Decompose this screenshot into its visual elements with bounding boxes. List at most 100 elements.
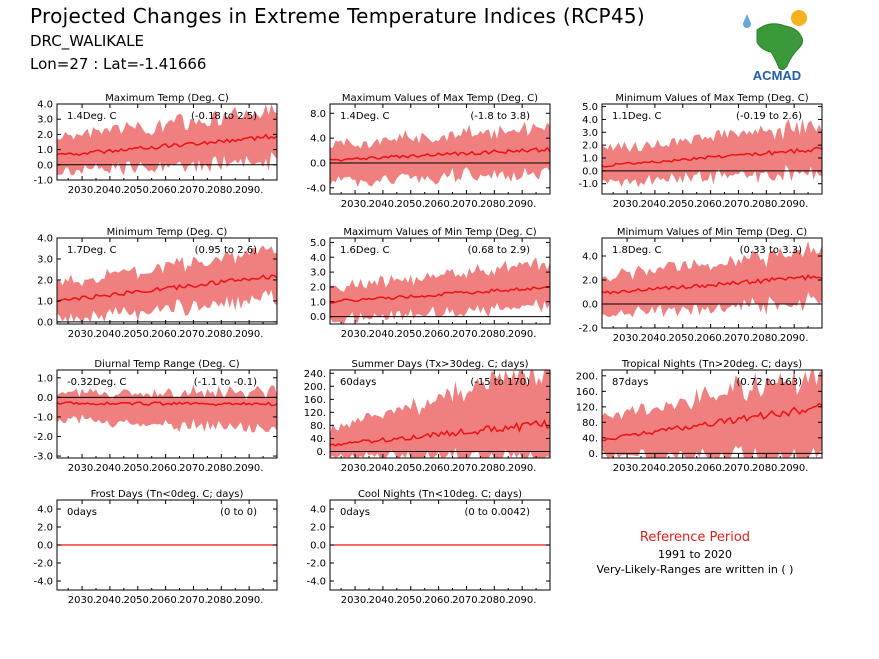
x-tick-label: 2050. (396, 595, 425, 606)
chart-panel-4: Maximum Values of Min Temp (Deg. C) 0.0 1.… (310, 227, 551, 340)
location-label: DRC_WALIKALE (30, 32, 144, 50)
chart-title: Maximum Values of Max Temp (Deg. C) (342, 93, 538, 104)
x-tick-label: 2090. (508, 595, 537, 606)
chart-title: Maximum Values of Min Temp (Deg. C) (343, 227, 536, 238)
chart-panel-2: Minimum Values of Max Temp (Deg. C) -1.0 0… (578, 93, 823, 210)
y-tick-label: 0.0 (37, 541, 53, 552)
y-tick-label: 0.0 (310, 312, 326, 323)
y-tick-label: 2.0 (37, 275, 53, 286)
chart-panel-3: Minimum Temp (Deg. C) 0.0 1.0 2.0 3.0 4.0 2030… (37, 227, 278, 340)
x-tick-label: 2060. (424, 329, 453, 340)
y-tick-label: 2.0 (310, 523, 326, 534)
mean-series-line (601, 146, 823, 168)
y-tick-label: 200. (304, 382, 326, 393)
mean-change-label: 1.6Deg. C (340, 245, 389, 256)
y-tick-label: 40. (582, 433, 598, 444)
x-tick-label: 2060. (151, 329, 180, 340)
x-tick-label: 2090. (235, 185, 264, 196)
chart-title: Minimum Temp (Deg. C) (107, 227, 228, 238)
chart-panel-7: Summer Days (Tx>30deg. C; days) 0. 40. 80. 1… (304, 359, 551, 474)
mean-series-line (56, 401, 278, 407)
chart-title: Maximum Temp (Deg. C) (105, 93, 229, 104)
mean-change-label: 1.4Deg. C (340, 111, 389, 122)
x-tick-label: 2070. (179, 185, 208, 196)
y-tick-label: 1.0 (310, 297, 326, 308)
x-tick-label: 2050. (123, 329, 152, 340)
y-tick-label: 0. (588, 449, 598, 460)
y-tick-label: 0. (316, 447, 326, 458)
y-tick-label: 3.0 (582, 128, 598, 139)
x-tick-label: 2060. (424, 463, 453, 474)
x-tick-label: 2060. (696, 463, 725, 474)
y-tick-label: -2.0 (33, 559, 53, 570)
y-tick-label: 80. (310, 421, 326, 432)
x-tick-label: 2090. (780, 333, 809, 344)
y-tick-label: -4.0 (306, 183, 326, 194)
plot-frame (56, 237, 278, 325)
x-tick-label: 2080. (480, 463, 509, 474)
reference-title: Reference Period (639, 530, 751, 545)
acmad-logo: ACMAD (743, 10, 807, 83)
x-tick-label: 2040. (369, 329, 398, 340)
chart-title: Summer Days (Tx>30deg. C; days) (351, 359, 528, 370)
y-tick-label: 0.0 (582, 166, 598, 177)
plot-frame (56, 103, 278, 181)
mean-change-label: 1.4Deg. C (67, 111, 116, 122)
y-tick-label: 0.0 (37, 393, 53, 404)
x-tick-label: 2050. (123, 463, 152, 474)
likely-range-label: (0 to 0.0042) (464, 507, 530, 518)
x-tick-label: 2070. (724, 333, 753, 344)
mean-change-label: 1.7Deg. C (67, 245, 116, 256)
x-tick-label: 2050. (123, 185, 152, 196)
x-tick-label: 2030. (68, 185, 97, 196)
chart-title: Tropical Nights (Tn>20deg. C; days) (621, 359, 802, 370)
x-tick-label: 2030. (341, 595, 370, 606)
likely-range-label: (-0.18 to 2.5) (191, 111, 257, 122)
mean-change-label: 1.8Deg. C (612, 245, 661, 256)
likely-range-label: (-1.8 to 3.8) (470, 111, 530, 122)
likely-range-band (330, 257, 550, 324)
mean-series-line (602, 402, 823, 442)
x-tick-label: 2080. (207, 463, 236, 474)
y-tick-label: 3.0 (37, 115, 53, 126)
y-tick-label: 2.0 (37, 130, 53, 141)
x-tick-label: 2080. (752, 199, 781, 210)
mean-series-line (329, 418, 551, 447)
x-tick-label: 2090. (508, 463, 537, 474)
x-tick-label: 2040. (96, 329, 125, 340)
plot-frame (329, 369, 551, 459)
chart-panel-6: Diurnal Temp Range (Deg. C) -3.0 -2.0 -1.0 0… (33, 359, 278, 474)
y-tick-label: -2.0 (306, 559, 326, 570)
x-tick-label: 2060. (151, 463, 180, 474)
y-tick-label: 4.0 (310, 253, 326, 264)
x-tick-label: 2030. (613, 199, 642, 210)
x-tick-label: 2060. (151, 595, 180, 606)
chart-panel-0: Maximum Temp (Deg. C) -1.0 0.0 1.0 2.0 3.0 4.0… (33, 93, 278, 196)
x-tick-label: 2090. (508, 329, 537, 340)
chart-title: Minimum Values of Max Temp (Deg. C) (615, 93, 808, 104)
x-tick-label: 2030. (613, 333, 642, 344)
x-tick-label: 2050. (668, 463, 697, 474)
x-tick-label: 2030. (613, 463, 642, 474)
x-tick-label: 2030. (68, 595, 97, 606)
mean-change-label: -0.32Deg. C (67, 377, 126, 388)
chart-panel-5: Minimum Values of Min Temp (Deg. C) -2.0 0… (578, 227, 823, 344)
likely-range-label: (-1.1 to -0.1) (194, 377, 257, 388)
y-tick-label: 2.0 (37, 523, 53, 534)
x-tick-label: 2040. (96, 185, 125, 196)
y-tick-label: 0.0 (582, 300, 598, 311)
chart-panel-9: Frost Days (Tn<0deg. C; days) -4.0 -2.0 0.0… (33, 489, 278, 606)
logo-africa-map (756, 23, 804, 71)
x-tick-label: 2070. (179, 463, 208, 474)
x-tick-label: 2070. (452, 329, 481, 340)
x-tick-label: 2070. (452, 463, 481, 474)
plot-frame (601, 237, 823, 329)
chart-title: Frost Days (Tn<0deg. C; days) (91, 489, 244, 500)
x-tick-label: 2080. (480, 595, 509, 606)
likely-range-band (57, 384, 277, 433)
plot-frame (601, 103, 823, 195)
x-tick-label: 2060. (424, 595, 453, 606)
likely-range-band (57, 104, 277, 176)
logo-text: ACMAD (753, 68, 801, 83)
x-tick-label: 2090. (235, 595, 264, 606)
